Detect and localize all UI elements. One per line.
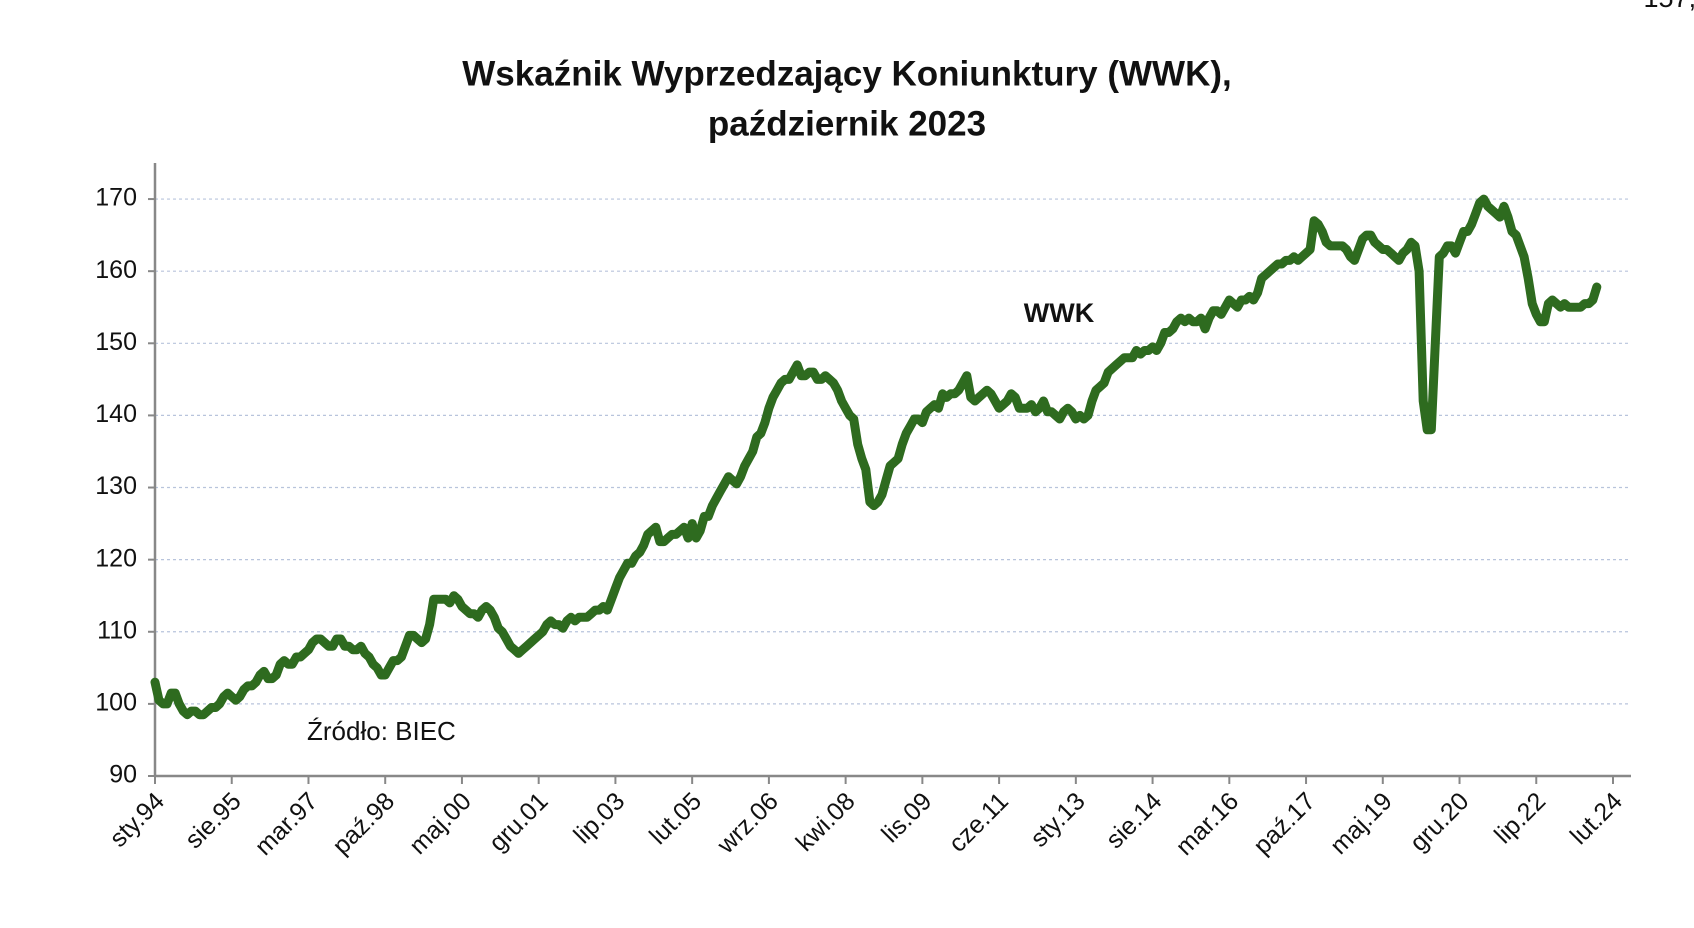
x-tick-label: gru.20 <box>1405 787 1475 857</box>
y-tick-label: 160 <box>95 256 137 284</box>
data-line <box>150 194 1602 720</box>
x-tick-label: paź.98 <box>327 787 400 860</box>
x-tick-label: cze.11 <box>943 787 1014 858</box>
chart-title: październik 2023 <box>708 104 986 143</box>
chart-title: Wskaźnik Wyprzedzający Koniunktury (WWK)… <box>462 54 1231 93</box>
x-tick-label: gru.01 <box>484 787 554 857</box>
x-tick-label: lip.22 <box>1489 787 1551 849</box>
y-tick-label: 100 <box>95 688 137 716</box>
y-tick-label: 170 <box>95 184 137 212</box>
y-tick-label: 110 <box>97 616 137 644</box>
source-note: Źródło: BIEC <box>307 716 456 746</box>
y-tick-label: 90 <box>109 761 137 789</box>
y-tick-label: 120 <box>95 544 137 572</box>
x-tick-label: lis.09 <box>876 787 937 848</box>
x-tick-label: sty.94 <box>104 787 170 853</box>
x-tick-label: lut.05 <box>644 787 707 850</box>
value-label: 157,8 <box>1644 0 1694 13</box>
x-tick-label: sty.13 <box>1025 787 1091 853</box>
y-tick-label: 140 <box>95 400 137 428</box>
x-tick-label: paź.17 <box>1248 787 1321 860</box>
x-tick-label: mar.97 <box>250 787 324 861</box>
x-tick-label: maj.19 <box>1325 787 1398 860</box>
series-label: WWK <box>1024 298 1095 328</box>
x-tick-label: sie.14 <box>1101 787 1168 854</box>
x-tick-label: lip.03 <box>568 787 630 849</box>
y-tick-label: 150 <box>95 328 137 356</box>
x-tick-label: sie.95 <box>180 787 247 854</box>
x-tick-label: kwi.08 <box>791 787 861 857</box>
y-tick-label: 130 <box>95 472 137 500</box>
x-tick-label: mar.16 <box>1170 787 1244 861</box>
x-tick-label: wrz.06 <box>711 787 784 860</box>
x-tick-label: lut.24 <box>1565 787 1628 850</box>
x-tick-label: maj.00 <box>404 787 477 860</box>
